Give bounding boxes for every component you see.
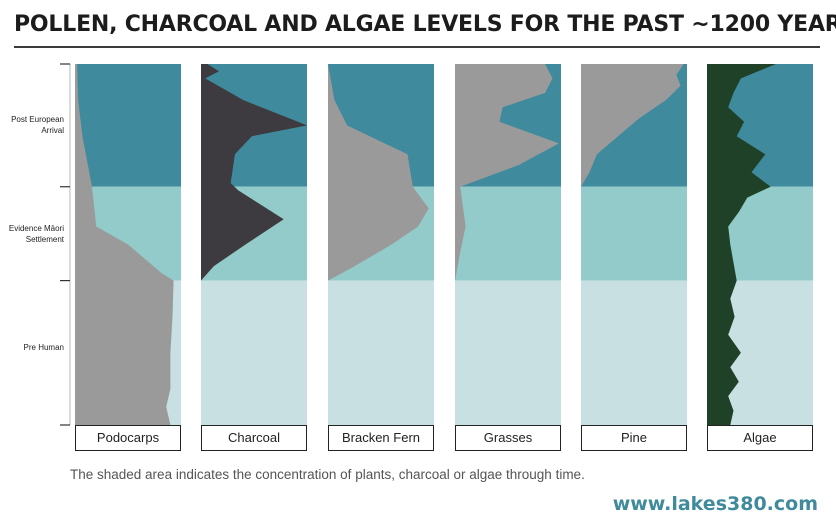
grasses-zone-band-3 — [455, 280, 561, 425]
panel-label-grasses: Grasses — [455, 425, 561, 451]
bracken-fern-zone-band-3 — [328, 280, 434, 425]
zone-label-2: Evidence Māori Settlement — [8, 223, 64, 244]
grasses-zone-band-2 — [455, 186, 561, 281]
algae-area — [707, 64, 776, 425]
panel-label-algae: Algae — [707, 425, 813, 451]
panel-label-pine: Pine — [581, 425, 687, 451]
pine-area — [581, 64, 684, 425]
panel-label-charcoal: Charcoal — [201, 425, 307, 451]
website-link[interactable]: www.lakes380.com — [612, 493, 818, 515]
charcoal-area — [201, 64, 307, 425]
caption: The shaded area indicates the concentrat… — [70, 467, 585, 482]
panel-label-bracken-fern: Bracken Fern — [328, 425, 434, 451]
chart-title: POLLEN, CHARCOAL AND ALGAE LEVELS FOR TH… — [14, 12, 836, 37]
charcoal-zone-band-3 — [201, 280, 307, 425]
pine-zone-band-3 — [581, 280, 687, 425]
zone-label-3: Pre Human — [23, 342, 64, 352]
zone-label-1: Post European Arrival — [11, 115, 64, 136]
bracken-fern-area — [328, 64, 429, 425]
grasses-area — [455, 64, 559, 425]
pine-zone-band-2 — [581, 186, 687, 281]
panel-label-podocarps: Podocarps — [75, 425, 181, 451]
podocarps-zone-band-1 — [75, 64, 181, 187]
podocarps-area — [75, 64, 174, 425]
title-underline — [14, 46, 820, 48]
